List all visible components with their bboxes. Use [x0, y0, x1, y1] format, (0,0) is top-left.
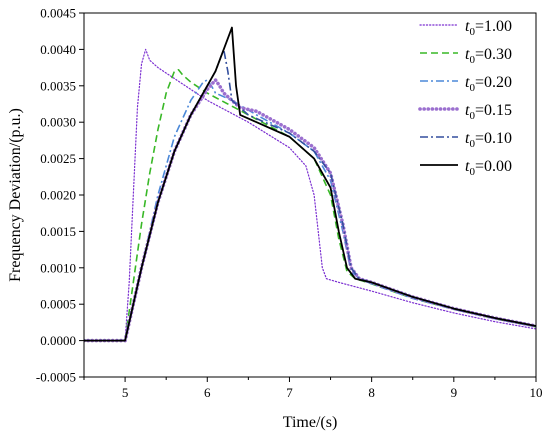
y-tick-label: 0.0010 [40, 260, 76, 275]
legend-label-variable: t [465, 130, 470, 147]
series-line-1 [84, 68, 536, 342]
legend-label-subscript: 0 [469, 82, 475, 94]
y-tick-label: 0.0000 [40, 333, 76, 348]
y-tick-label: 0.0025 [40, 151, 76, 166]
legend-label-subscript: 0 [469, 54, 475, 66]
y-axis: -0.0005 0.0000 0.0005 0.0010 0.0015 0.0020 0.0… [36, 6, 84, 385]
x-tick-label: 8 [368, 385, 375, 400]
legend: t0=1.00t0=0.30t0=0.20t0=0.15t0=0.10t0=0.… [418, 18, 512, 178]
legend-label-1: t0=0.30 [465, 46, 512, 66]
y-tick-label: 0.0045 [40, 6, 76, 21]
legend-label-value: =0.10 [475, 130, 512, 147]
legend-label-value: =1.00 [475, 18, 512, 35]
legend-label-3: t0=0.15 [465, 102, 512, 122]
series-line-5 [84, 26, 536, 342]
legend-label-subscript: 0 [469, 138, 475, 150]
legend-label-variable: t [465, 46, 470, 63]
y-tick-label: 0.0015 [40, 224, 76, 239]
legend-label-value: =0.15 [475, 102, 512, 119]
series-layer [84, 26, 536, 343]
legend-label-0: t0=1.00 [465, 18, 512, 38]
legend-label-value: =0.20 [475, 74, 512, 91]
legend-label-subscript: 0 [469, 166, 475, 178]
y-tick-label: 0.0035 [40, 78, 76, 93]
y-tick-label: 0.0005 [40, 297, 76, 312]
legend-label-variable: t [465, 18, 470, 35]
legend-label-variable: t [465, 158, 470, 175]
y-tick-label: 0.0030 [40, 115, 76, 130]
legend-label-variable: t [465, 74, 470, 91]
x-tick-label: 9 [451, 385, 458, 400]
x-tick-label: 10 [530, 385, 543, 400]
series-line-4 [84, 48, 536, 342]
x-axis: 5 6 7 8 9 10 [83, 377, 543, 400]
legend-label-2: t0=0.20 [465, 74, 512, 94]
series-line-2 [84, 79, 536, 342]
series-line-3 [84, 78, 536, 343]
legend-label-value: =0.30 [475, 46, 512, 63]
x-tick-label: 6 [204, 385, 211, 400]
x-tick-label: 5 [122, 385, 129, 400]
y-axis-title: Frequency Deviation/(p.u.) [7, 108, 24, 282]
plot-frame [83, 12, 537, 378]
y-tick-label: -0.0005 [36, 370, 76, 385]
x-axis-title: Time/(s) [283, 414, 338, 431]
y-tick-label: 0.0040 [40, 42, 76, 57]
x-tick-label: 7 [286, 385, 293, 400]
legend-label-4: t0=0.10 [465, 130, 512, 150]
legend-label-5: t0=0.00 [465, 158, 512, 178]
legend-label-value: =0.00 [475, 158, 512, 175]
legend-label-subscript: 0 [469, 110, 475, 122]
legend-label-subscript: 0 [469, 26, 475, 38]
legend-label-variable: t [465, 102, 470, 119]
series-line-0 [84, 48, 536, 342]
y-tick-label: 0.0020 [40, 188, 76, 203]
